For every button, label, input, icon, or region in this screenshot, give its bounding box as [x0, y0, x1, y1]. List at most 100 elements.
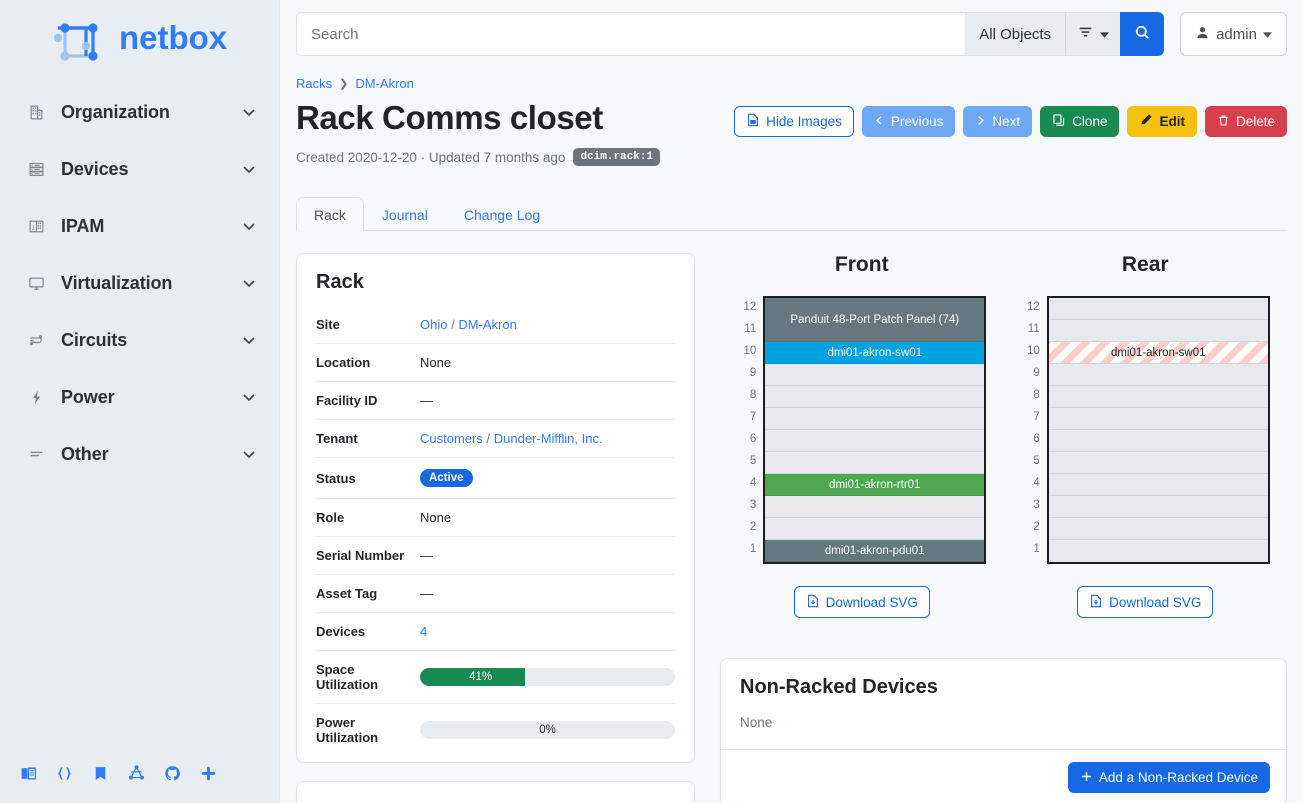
- table-row: Tenant Customers / Dunder-Mifflin, Inc.: [316, 419, 675, 458]
- status-badge: Active: [420, 469, 473, 487]
- rack-unit-device-patch-panel[interactable]: Panduit 48-Port Patch Panel (74): [765, 298, 985, 342]
- search-input[interactable]: [296, 12, 966, 56]
- rack-unit-empty[interactable]: [1048, 496, 1268, 518]
- filter-icon: [1077, 24, 1094, 44]
- object-type-selector[interactable]: All Objects: [965, 12, 1065, 56]
- unit-number: 1: [1033, 543, 1040, 555]
- table-row: Facility ID —: [316, 381, 675, 420]
- topbar: All Objects: [280, 0, 1303, 70]
- search-submit-button[interactable]: [1120, 12, 1164, 56]
- hide-images-button[interactable]: Hide Images: [734, 106, 854, 137]
- row-label-site: Site: [316, 317, 340, 332]
- sidebar-item-virtualization[interactable]: Virtualization: [0, 263, 279, 303]
- tab-rack[interactable]: Rack: [296, 197, 364, 231]
- add-non-racked-device-button[interactable]: Add a Non-Racked Device: [1067, 762, 1270, 793]
- search-icon: [1134, 24, 1151, 44]
- rack-unit-empty[interactable]: [1048, 364, 1268, 386]
- table-row: Space Utilization 41%: [316, 650, 675, 704]
- filter-dropdown-button[interactable]: [1065, 12, 1120, 56]
- chevron-down-icon: [241, 104, 257, 120]
- rack-unit-empty[interactable]: [1048, 408, 1268, 430]
- rack-unit-empty[interactable]: [1048, 518, 1268, 540]
- user-avatar-icon: [1195, 25, 1210, 44]
- svg-text:1: 1: [32, 225, 36, 231]
- rack-unit-empty[interactable]: [765, 518, 985, 540]
- delete-button[interactable]: Delete: [1204, 106, 1287, 137]
- rack-unit-empty[interactable]: [765, 452, 985, 474]
- rack-attributes-table: Site Ohio / DM-Akron Location No: [316, 306, 675, 756]
- sidebar-item-power[interactable]: Power: [0, 377, 279, 417]
- pencil-icon: [1139, 113, 1153, 130]
- value-separator: /: [451, 317, 455, 332]
- breadcrumb-item-racks[interactable]: Racks: [296, 76, 333, 91]
- download-svg-rear-button[interactable]: Download SVG: [1077, 586, 1214, 618]
- sidebar-item-other[interactable]: Other: [0, 434, 279, 474]
- tenant-group-link[interactable]: Customers: [420, 431, 483, 446]
- rack-unit-empty[interactable]: [765, 496, 985, 518]
- api-braces-icon[interactable]: [56, 765, 73, 782]
- row-value-space-utilization: 41%: [420, 650, 675, 704]
- rack-unit-empty[interactable]: [1048, 452, 1268, 474]
- next-button[interactable]: Next: [963, 106, 1033, 137]
- tenant-link[interactable]: Dunder-Mifflin, Inc.: [493, 431, 603, 446]
- download-svg-front-button[interactable]: Download SVG: [793, 586, 930, 618]
- tab-journal[interactable]: Journal: [381, 207, 428, 223]
- clone-button[interactable]: Clone: [1040, 106, 1120, 137]
- github-icon[interactable]: [164, 765, 181, 782]
- rack-unit-device-sw01[interactable]: dmi01-akron-sw01: [765, 342, 985, 364]
- row-value-status: Active: [420, 457, 675, 499]
- unit-number: 9: [749, 367, 757, 379]
- tab-change-log[interactable]: Change Log: [463, 207, 541, 223]
- space-utilization-progress: 41%: [420, 668, 675, 686]
- row-label-power-utilization: Power Utilization: [316, 703, 420, 756]
- sidebar-item-circuits[interactable]: Circuits: [0, 320, 279, 360]
- rack-unit-empty[interactable]: [1048, 540, 1268, 562]
- changelog-book-icon[interactable]: [92, 765, 109, 782]
- row-value-site: Ohio / DM-Akron: [420, 306, 675, 344]
- row-label-asset-tag: Asset Tag: [316, 574, 420, 613]
- brand-logo[interactable]: netbox: [0, 0, 279, 72]
- site-link[interactable]: DM-Akron: [458, 317, 517, 332]
- sidebar-item-devices[interactable]: Devices: [0, 149, 279, 189]
- graphql-icon[interactable]: [128, 764, 145, 782]
- copy-icon: [1052, 113, 1066, 130]
- rack-detail-card: Rack Site Ohio / DM-Akron: [296, 253, 695, 763]
- rack-unit-device-sw01-rear[interactable]: dmi01-akron-sw01: [1048, 342, 1268, 364]
- unit-number: 8: [749, 389, 757, 401]
- rack-unit-empty[interactable]: [1048, 386, 1268, 408]
- row-label-location: Location: [316, 343, 420, 382]
- docs-book-icon[interactable]: [20, 765, 37, 782]
- sidebar-item-ipam[interactable]: 1 IPAM: [0, 206, 279, 246]
- site-region-link[interactable]: Ohio: [420, 317, 448, 332]
- row-label-facility-id: Facility ID: [316, 381, 420, 420]
- sidebar-item-organization[interactable]: Organization: [0, 92, 279, 132]
- rack-unit-empty[interactable]: [1048, 430, 1268, 452]
- chevron-right-icon: [975, 114, 986, 129]
- rack-unit-empty[interactable]: [765, 386, 985, 408]
- edit-button[interactable]: Edit: [1127, 106, 1197, 137]
- rack-unit-empty[interactable]: [765, 430, 985, 452]
- devices-count-link[interactable]: 4: [420, 624, 428, 639]
- front-unit-numbers: 12 11 10 9 8 7 6 5 4 3: [737, 296, 763, 564]
- row-value-asset-tag: —: [420, 574, 675, 613]
- rack-unit-empty[interactable]: [1048, 320, 1268, 342]
- front-download-row: Download SVG: [793, 586, 930, 618]
- value-separator: /: [486, 431, 491, 446]
- rack-unit-empty[interactable]: [765, 408, 985, 430]
- rack-unit-device-rtr01[interactable]: dmi01-akron-rtr01: [765, 474, 985, 496]
- breadcrumb-item-dm-akron[interactable]: DM-Akron: [355, 76, 414, 91]
- plus-icon: [1080, 770, 1093, 786]
- unit-number: 9: [1033, 367, 1040, 379]
- chevron-down-icon: [241, 389, 257, 405]
- rack-unit-empty[interactable]: [1048, 298, 1268, 320]
- unit-number: 12: [743, 301, 757, 313]
- rack-unit-device-pdu01[interactable]: dmi01-akron-pdu01: [765, 540, 985, 562]
- rack-unit-empty[interactable]: [765, 364, 985, 386]
- search-group: All Objects: [296, 12, 1164, 56]
- unit-number: 8: [1033, 389, 1040, 401]
- previous-button[interactable]: Previous: [861, 106, 956, 137]
- unit-number: 3: [1033, 499, 1040, 511]
- user-menu-button[interactable]: admin: [1180, 12, 1287, 56]
- rack-unit-empty[interactable]: [1048, 474, 1268, 496]
- slack-icon[interactable]: [200, 765, 217, 782]
